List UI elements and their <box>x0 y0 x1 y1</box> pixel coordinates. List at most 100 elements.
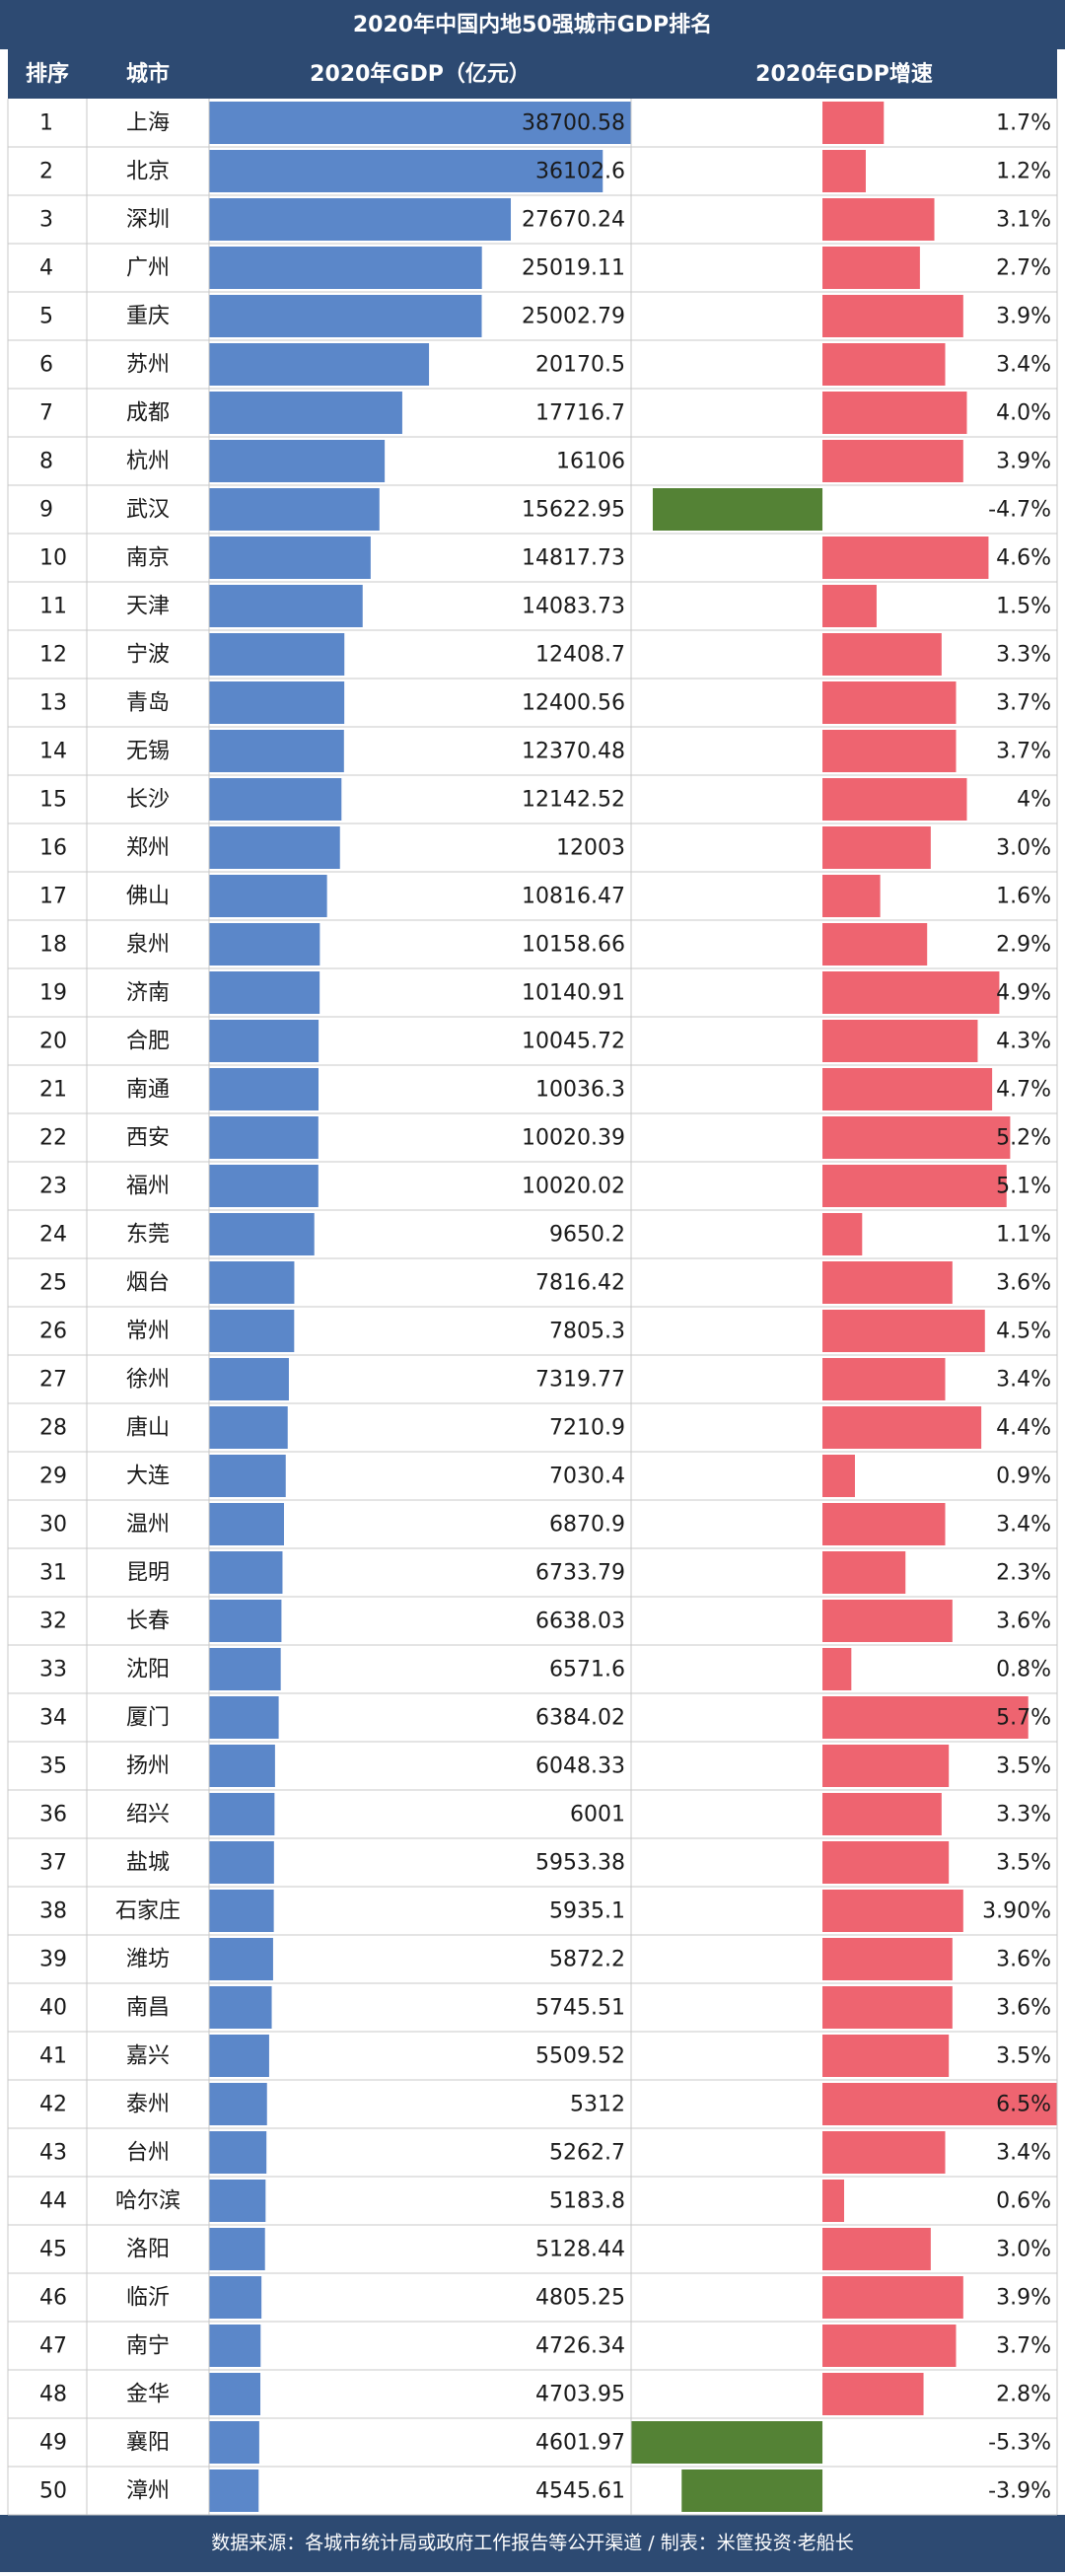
growth-bar <box>822 1406 982 1449</box>
gdp-value: 6733.79 <box>535 1561 625 1586</box>
gdp-value: 10036.3 <box>535 1078 625 1103</box>
growth-bar <box>822 1938 953 1980</box>
gdp-value: 27670.24 <box>522 208 625 233</box>
gdp-bar <box>209 971 320 1014</box>
growth-value: 3.4% <box>996 1368 1051 1393</box>
rank: 9 <box>39 498 53 523</box>
gdp-bar <box>209 2469 259 2512</box>
gdp-value: 12400.56 <box>522 691 625 716</box>
city: 宁波 <box>126 643 170 668</box>
city: 杭州 <box>126 450 170 474</box>
gdp-bar <box>209 1310 295 1352</box>
growth-value: 3.7% <box>996 740 1051 764</box>
gdp-bar <box>209 681 345 724</box>
gdp-value: 17716.7 <box>535 401 625 426</box>
gdp-value: 12003 <box>556 836 625 861</box>
gdp-value: 4601.97 <box>535 2431 625 2456</box>
gdp-bar <box>209 1938 273 1980</box>
city: 常州 <box>126 1320 170 1344</box>
growth-bar <box>822 1020 978 1062</box>
growth-bar <box>822 1310 985 1352</box>
gdp-value: 4726.34 <box>535 2334 625 2359</box>
rank: 10 <box>39 546 67 571</box>
gdp-value: 12370.48 <box>522 740 625 764</box>
gdp-value: 36102.6 <box>535 160 625 184</box>
city: 长沙 <box>126 788 170 813</box>
city: 济南 <box>126 981 170 1006</box>
city: 长春 <box>126 1610 170 1634</box>
growth-value: 4.4% <box>996 1416 1051 1441</box>
gdp-value: 7816.42 <box>535 1271 625 1296</box>
growth-bar <box>822 2373 924 2415</box>
growth-bar <box>822 1648 852 1690</box>
rank: 13 <box>39 691 67 716</box>
rank: 18 <box>39 933 67 958</box>
gdp-value: 5312 <box>570 2093 625 2117</box>
rank: 6 <box>39 353 53 378</box>
city: 福州 <box>126 1175 170 1199</box>
growth-bar <box>822 1116 1011 1159</box>
gdp-value: 7319.77 <box>535 1368 625 1393</box>
gdp-bar <box>209 1793 275 1835</box>
gdp-value: 10020.02 <box>522 1175 625 1199</box>
gdp-value: 16106 <box>556 450 625 474</box>
growth-value: 1.6% <box>996 885 1051 909</box>
city: 石家庄 <box>115 1899 180 1924</box>
gdp-bar <box>209 585 363 627</box>
city: 深圳 <box>126 208 170 233</box>
growth-value: -3.9% <box>988 2479 1051 2504</box>
header-background <box>8 49 1057 99</box>
rank: 36 <box>39 1803 67 1827</box>
growth-bar <box>822 1165 1007 1207</box>
gdp-bar <box>209 2131 267 2174</box>
column-header: 2020年GDP增速 <box>755 61 933 87</box>
column-header: 2020年GDP（亿元） <box>310 61 531 87</box>
rank: 3 <box>39 208 53 233</box>
growth-value: 4.5% <box>996 1320 1051 1344</box>
gdp-bar <box>209 343 430 386</box>
city: 南京 <box>126 546 170 571</box>
growth-bar <box>822 537 989 579</box>
gdp-bar <box>209 2180 266 2222</box>
gdp-value: 6571.6 <box>549 1658 625 1682</box>
growth-bar <box>822 198 935 241</box>
title-background <box>0 0 1065 49</box>
gdp-bar <box>209 198 512 241</box>
gdp-value: 5953.38 <box>535 1851 625 1876</box>
growth-value: 0.8% <box>996 1658 1051 1682</box>
gdp-bar <box>209 1696 279 1739</box>
rank: 27 <box>39 1368 67 1393</box>
growth-bar <box>822 633 942 676</box>
gdp-value: 25019.11 <box>522 256 625 281</box>
growth-value: 6.5% <box>996 2093 1051 2117</box>
gdp-bar <box>209 1261 295 1304</box>
rank: 26 <box>39 1320 67 1344</box>
city: 武汉 <box>126 498 170 523</box>
gdp-value: 5509.52 <box>535 2044 625 2069</box>
gdp-value: 14083.73 <box>522 595 625 619</box>
city: 温州 <box>126 1513 170 1538</box>
growth-value: 5.2% <box>996 1126 1051 1151</box>
growth-value: 3.3% <box>996 1803 1051 1827</box>
growth-bar <box>822 730 957 772</box>
gdp-bar <box>209 1648 281 1690</box>
growth-value: 3.7% <box>996 691 1051 716</box>
gdp-bar <box>209 295 482 337</box>
city: 南昌 <box>126 1996 170 2021</box>
growth-value: 3.0% <box>996 836 1051 861</box>
gdp-bar <box>209 2035 269 2077</box>
rank: 22 <box>39 1126 67 1151</box>
gdp-value: 10816.47 <box>522 885 625 909</box>
growth-value: 3.1% <box>996 208 1051 233</box>
gdp-value: 4545.61 <box>535 2479 625 2504</box>
growth-bar <box>822 1890 963 1932</box>
city: 成都 <box>126 401 170 426</box>
city: 苏州 <box>126 353 170 378</box>
rank: 43 <box>39 2141 67 2166</box>
rank: 14 <box>39 740 67 764</box>
rank: 44 <box>39 2189 67 2214</box>
growth-bar <box>822 1841 950 1884</box>
footer-background <box>0 2515 1065 2572</box>
city: 广州 <box>126 256 170 281</box>
